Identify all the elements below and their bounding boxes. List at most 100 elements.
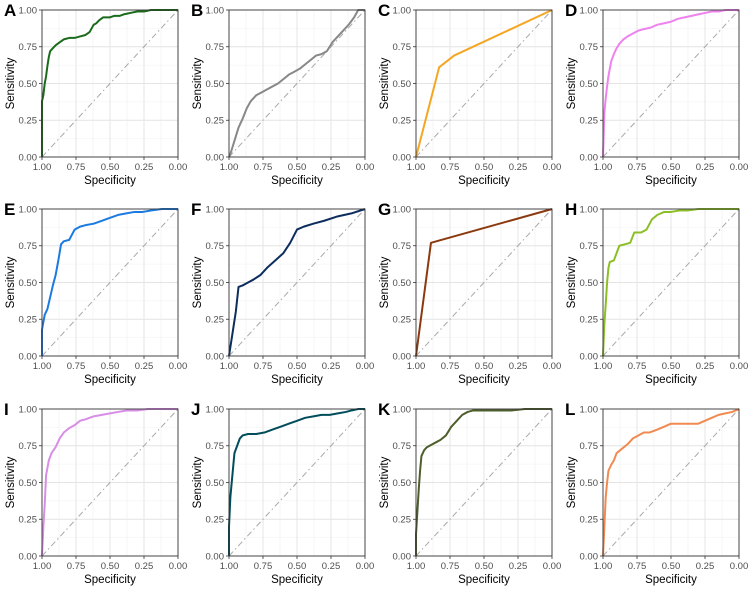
x-tick-label: 0.75 bbox=[441, 361, 460, 372]
roc-chart: 1.00 0.75 0.50 0.25 0.00 0.00 0.25 0.50 0.75 1.00… bbox=[565, 200, 749, 386]
y-tick-label: 0.25 bbox=[206, 515, 225, 526]
x-tick-label: 0.00 bbox=[356, 361, 375, 372]
roc-chart: 1.00 0.75 0.50 0.25 0.00 0.00 0.25 0.50 0.75 1.00… bbox=[191, 200, 375, 386]
panel-label: L bbox=[565, 400, 575, 419]
panel-label: J bbox=[191, 400, 200, 419]
roc-curve bbox=[602, 408, 740, 557]
x-tick-label: 0.50 bbox=[288, 162, 307, 173]
x-tick-label: 0.25 bbox=[135, 361, 154, 372]
y-tick-label: 1.00 bbox=[580, 404, 599, 415]
x-axis-label: Specificity bbox=[458, 374, 510, 386]
x-tick-label: 0.00 bbox=[169, 561, 188, 572]
reference-diagonal bbox=[228, 408, 366, 557]
y-tick-label: 0.25 bbox=[580, 515, 599, 526]
x-tick-label: 0.00 bbox=[543, 361, 562, 372]
x-tick-label: 0.50 bbox=[662, 561, 681, 572]
x-tick-label: 1.00 bbox=[594, 561, 613, 572]
y-axis-label: Sensitivity bbox=[192, 456, 204, 508]
panel-label: A bbox=[4, 1, 16, 20]
roc-panel-e: 1.00 0.75 0.50 0.25 0.00 0.00 0.25 0.50 0.75 1.00… bbox=[0, 199, 187, 396]
y-tick-label: 0.25 bbox=[19, 116, 38, 127]
x-tick-label: 0.00 bbox=[169, 162, 188, 173]
roc-panel-l: 1.00 0.75 0.50 0.25 0.00 0.00 0.25 0.50 0.75 1.00… bbox=[561, 399, 748, 596]
reference-diagonal bbox=[602, 208, 740, 357]
y-tick-label: 0.50 bbox=[206, 79, 225, 90]
x-tick-label: 0.75 bbox=[67, 361, 86, 372]
panel-label: B bbox=[191, 1, 203, 20]
roc-curve bbox=[228, 408, 365, 556]
x-tick-label: 0.50 bbox=[288, 561, 307, 572]
x-tick-label: 1.00 bbox=[407, 361, 426, 372]
y-tick-label: 0.50 bbox=[19, 478, 38, 489]
roc-chart: 1.00 0.75 0.50 0.25 0.00 0.00 0.25 0.50 0.75 1.00… bbox=[378, 400, 561, 586]
panel-label: E bbox=[4, 200, 15, 219]
x-tick-label: 0.75 bbox=[67, 561, 86, 572]
x-tick-label: 1.00 bbox=[33, 361, 52, 372]
x-tick-label: 0.75 bbox=[628, 361, 647, 372]
y-axis-label: Sensitivity bbox=[379, 256, 391, 308]
x-tick-label: 0.00 bbox=[356, 561, 375, 572]
x-tick-label: 0.50 bbox=[662, 361, 681, 372]
y-tick-label: 1.00 bbox=[206, 204, 225, 215]
roc-panel-j: 1.00 0.75 0.50 0.25 0.00 0.00 0.25 0.50 0.75 1.00… bbox=[187, 399, 374, 596]
x-axis-label: Specificity bbox=[271, 574, 323, 586]
x-tick-label: 0.25 bbox=[322, 361, 341, 372]
roc-curve bbox=[228, 9, 365, 158]
roc-chart: 1.00 0.75 0.50 0.25 0.00 0.00 0.25 0.50 0.75 1.00… bbox=[565, 1, 748, 187]
reference-diagonal bbox=[415, 408, 553, 557]
y-tick-label: 1.00 bbox=[580, 204, 599, 215]
roc-curve bbox=[415, 208, 553, 357]
x-tick-label: 0.25 bbox=[509, 561, 528, 572]
y-tick-label: 0.75 bbox=[580, 42, 599, 53]
x-tick-label: 1.00 bbox=[220, 162, 239, 173]
x-axis-label: Specificity bbox=[645, 574, 697, 586]
x-axis-label: Specificity bbox=[645, 374, 697, 386]
panel-label: F bbox=[191, 200, 201, 219]
y-tick-label: 0.50 bbox=[393, 79, 412, 90]
x-tick-label: 0.50 bbox=[662, 162, 681, 173]
x-tick-label: 0.50 bbox=[101, 162, 120, 173]
roc-panel-i: 1.00 0.75 0.50 0.25 0.00 0.00 0.25 0.50 0.75 1.00… bbox=[0, 399, 187, 596]
reference-diagonal bbox=[41, 208, 179, 357]
x-tick-label: 0.75 bbox=[254, 561, 273, 572]
roc-panel-k: 1.00 0.75 0.50 0.25 0.00 0.00 0.25 0.50 0.75 1.00… bbox=[374, 399, 561, 596]
x-tick-label: 0.25 bbox=[696, 162, 715, 173]
y-tick-label: 1.00 bbox=[393, 204, 412, 215]
reference-diagonal bbox=[41, 9, 179, 158]
y-tick-label: 0.00 bbox=[19, 351, 38, 362]
x-axis-label: Specificity bbox=[84, 374, 136, 386]
x-tick-label: 1.00 bbox=[407, 162, 426, 173]
y-tick-label: 0.25 bbox=[19, 315, 38, 326]
y-tick-label: 0.25 bbox=[206, 315, 225, 326]
y-tick-label: 0.25 bbox=[393, 315, 412, 326]
roc-curve bbox=[41, 408, 178, 557]
x-tick-label: 0.75 bbox=[254, 162, 273, 173]
y-tick-label: 0.75 bbox=[580, 441, 599, 452]
roc-chart: 1.00 0.75 0.50 0.25 0.00 0.00 0.25 0.50 0.75 1.00… bbox=[4, 200, 187, 386]
y-tick-label: 0.00 bbox=[580, 351, 599, 362]
x-tick-label: 0.00 bbox=[356, 162, 375, 173]
y-tick-label: 0.00 bbox=[580, 551, 599, 562]
reference-diagonal bbox=[41, 408, 179, 557]
y-axis-label: Sensitivity bbox=[379, 456, 391, 508]
x-tick-label: 1.00 bbox=[220, 361, 239, 372]
panel-label: H bbox=[565, 200, 577, 219]
x-tick-label: 1.00 bbox=[220, 561, 239, 572]
x-tick-label: 1.00 bbox=[33, 561, 52, 572]
roc-panel-g: 1.00 0.75 0.50 0.25 0.00 0.00 0.25 0.50 0.75 1.00… bbox=[374, 199, 561, 396]
y-tick-label: 1.00 bbox=[206, 5, 225, 16]
x-tick-label: 0.25 bbox=[322, 561, 341, 572]
y-tick-label: 0.00 bbox=[393, 551, 412, 562]
panel-label: G bbox=[378, 200, 391, 219]
roc-curve bbox=[228, 208, 366, 357]
x-tick-label: 1.00 bbox=[594, 361, 613, 372]
y-tick-label: 0.00 bbox=[206, 551, 225, 562]
x-tick-label: 1.00 bbox=[594, 162, 613, 173]
x-tick-label: 0.00 bbox=[543, 162, 562, 173]
x-tick-label: 0.00 bbox=[730, 361, 749, 372]
y-tick-label: 0.50 bbox=[580, 278, 599, 289]
y-tick-label: 1.00 bbox=[580, 5, 599, 16]
y-tick-label: 0.00 bbox=[206, 351, 225, 362]
roc-panel-h: 1.00 0.75 0.50 0.25 0.00 0.00 0.25 0.50 0.75 1.00… bbox=[561, 199, 748, 396]
